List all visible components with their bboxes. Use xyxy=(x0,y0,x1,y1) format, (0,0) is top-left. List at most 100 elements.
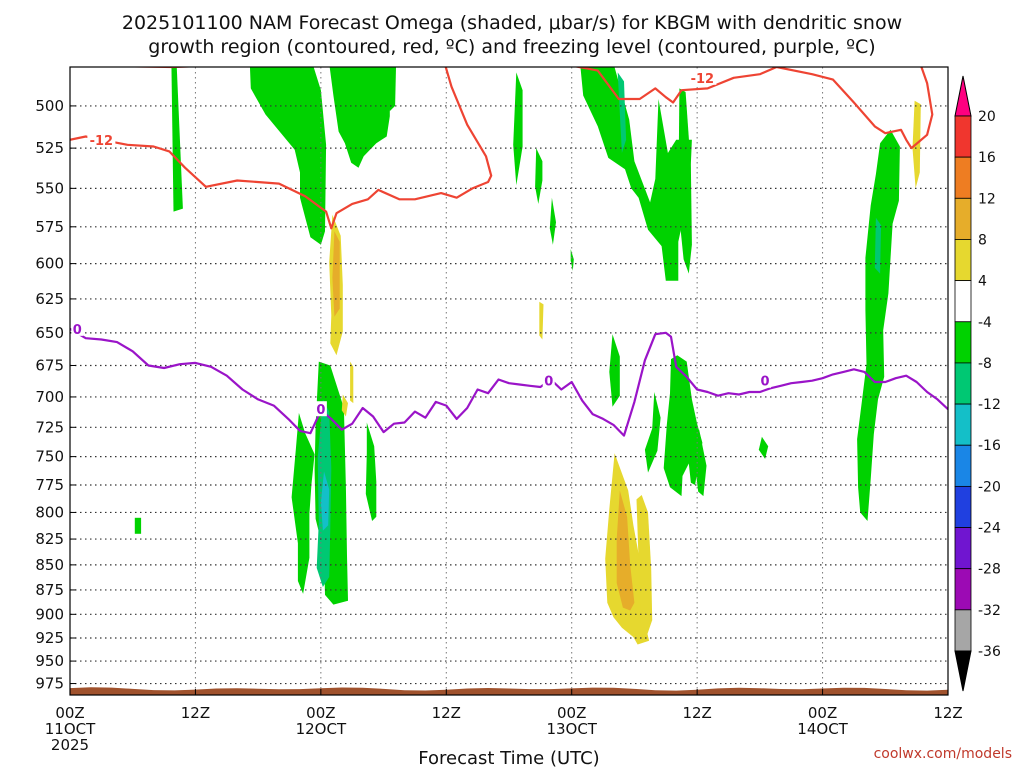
omega-region--8-11 xyxy=(291,412,315,594)
plot-frame xyxy=(69,66,949,696)
colorbar-label-4: 4 xyxy=(978,274,987,290)
omega-region--8-16 xyxy=(644,392,661,473)
y-tick-label-550: 550 xyxy=(35,179,64,197)
omega-region--8-18 xyxy=(691,429,707,497)
omega-region--8-7 xyxy=(570,249,574,271)
frz-label-3: 0 xyxy=(544,375,553,390)
y-axis-pressure-ticks: 500 525 550 575 600 625 650 675 700 725 750 775 800 8… xyxy=(35,97,76,693)
omega-region--12-21 xyxy=(617,72,627,153)
omega-region--8-6 xyxy=(549,197,556,245)
colorbar-label-8: -16 xyxy=(978,438,1001,454)
freezing-level-contour xyxy=(70,327,948,437)
colorbar-segment-10 xyxy=(954,527,972,570)
y-tick-label-900: 900 xyxy=(35,605,64,623)
x-tick-label-60-0: 12Z xyxy=(682,704,711,722)
contour-lines xyxy=(70,67,948,437)
y-tick-label-875: 875 xyxy=(35,581,64,599)
y-tick-label-750: 750 xyxy=(35,448,64,466)
omega-region--8-13 xyxy=(365,422,377,521)
frz-label-4-bg xyxy=(759,372,772,388)
x-tick-label-84-0: 12Z xyxy=(933,704,962,722)
y-tick-label-625: 625 xyxy=(35,290,64,308)
omega-region--8-5 xyxy=(535,148,543,204)
dgz-label-right-bg xyxy=(688,69,717,85)
omega-region--8-19 xyxy=(758,436,769,459)
site-credit: coolwx.com/models xyxy=(874,746,1012,762)
colorbar-segment-6 xyxy=(954,362,972,405)
x-tick-label-12-0: 12Z xyxy=(181,704,210,722)
omega-region--8-15 xyxy=(609,334,620,407)
colorbar-segment-2 xyxy=(954,197,972,240)
colorbar-bottom-triangle xyxy=(954,650,972,692)
dgz-label-left-bg xyxy=(87,131,116,147)
colorbar-label-10: -24 xyxy=(978,521,1001,537)
omega-region--8-8 xyxy=(580,67,692,281)
chart-title-line1: 2025101100 NAM Forecast Omega (shaded, μ… xyxy=(122,12,902,34)
y-tick-label-925: 925 xyxy=(35,629,64,647)
omega-region--8-0 xyxy=(171,67,183,212)
colorbar-label-3: 8 xyxy=(978,232,987,248)
omega-region--8-9 xyxy=(678,88,692,274)
omega-region-4-29 xyxy=(636,495,653,636)
dgz-contour-lower xyxy=(70,67,493,230)
colorbar-label-0: 20 xyxy=(978,109,996,125)
colorbar-label-13: -36 xyxy=(978,644,1001,660)
omega-shading xyxy=(134,67,921,645)
frz-label-1-bg xyxy=(71,320,84,336)
omega-region-8-31 xyxy=(332,231,340,317)
x-tick-label-0-2: 2025 xyxy=(51,736,89,754)
y-tick-label-600: 600 xyxy=(35,255,64,273)
omega-region-8-32 xyxy=(616,490,635,611)
frz-label-2-bg xyxy=(314,401,327,417)
colorbar-segment-3 xyxy=(954,239,972,282)
colorbar-label-2: 12 xyxy=(978,191,996,207)
gridlines xyxy=(70,67,948,695)
y-tick-label-675: 675 xyxy=(35,356,64,374)
y-tick-label-525: 525 xyxy=(35,139,64,157)
x-tick-label-72-0: 00Z xyxy=(808,704,837,722)
x-axis-label: Forecast Time (UTC) xyxy=(418,748,599,768)
x-tick-label-48-1: 13OCT xyxy=(546,720,597,738)
omega-region--8-3 xyxy=(383,67,397,112)
frz-label-2: 0 xyxy=(316,403,325,418)
x-tick-label-48-0: 00Z xyxy=(557,704,586,722)
omega-colorbar: 20 16 12 8 4 -4 -8 -12 -16 -20 -24 -28 -32 -36 xyxy=(954,75,1001,692)
colorbar-segment-1 xyxy=(954,156,972,199)
colorbar-label-5: -4 xyxy=(978,315,992,331)
colorbar-segment-11 xyxy=(954,568,972,611)
omega-region--16-23 xyxy=(320,471,330,531)
y-tick-label-500: 500 xyxy=(35,97,64,115)
terrain-ground xyxy=(70,687,948,695)
omega-region--8-10 xyxy=(857,129,900,522)
y-tick-label-575: 575 xyxy=(35,218,64,236)
colorbar-label-12: -32 xyxy=(978,603,1001,619)
colorbar-segment-9 xyxy=(954,485,972,528)
y-tick-label-800: 800 xyxy=(35,503,64,521)
x-tick-label-24-1: 12OCT xyxy=(296,720,347,738)
x-tick-label-24-0: 00Z xyxy=(306,704,335,722)
terrain-fill xyxy=(70,687,948,695)
colorbar-label-1: 16 xyxy=(978,150,996,166)
dgz-label-left: -12 xyxy=(90,134,114,149)
omega-region--8-1 xyxy=(249,67,327,245)
y-tick-label-775: 775 xyxy=(35,476,64,494)
omega-region--8-4 xyxy=(513,72,523,186)
omega-region--8-2 xyxy=(329,67,390,168)
colorbar-segment-7 xyxy=(954,403,972,446)
omega-region--8-17 xyxy=(663,355,703,497)
x-tick-label-0-0: 00Z xyxy=(55,704,84,722)
y-tick-label-950: 950 xyxy=(35,652,64,670)
omega-region-4-27 xyxy=(539,301,544,340)
y-tick-label-825: 825 xyxy=(35,530,64,548)
colorbar-segment-0 xyxy=(954,115,972,158)
colorbar-label-11: -28 xyxy=(978,562,1001,578)
y-tick-label-975: 975 xyxy=(35,675,64,693)
omega-region--12-22 xyxy=(874,217,882,274)
colorbar-label-7: -12 xyxy=(978,397,1001,413)
contour-labels: -12 -12 0 0 0 0 xyxy=(71,69,772,418)
y-tick-label-650: 650 xyxy=(35,324,64,342)
x-tick-label-36-0: 12Z xyxy=(432,704,461,722)
dgz-contour-right xyxy=(573,67,934,150)
